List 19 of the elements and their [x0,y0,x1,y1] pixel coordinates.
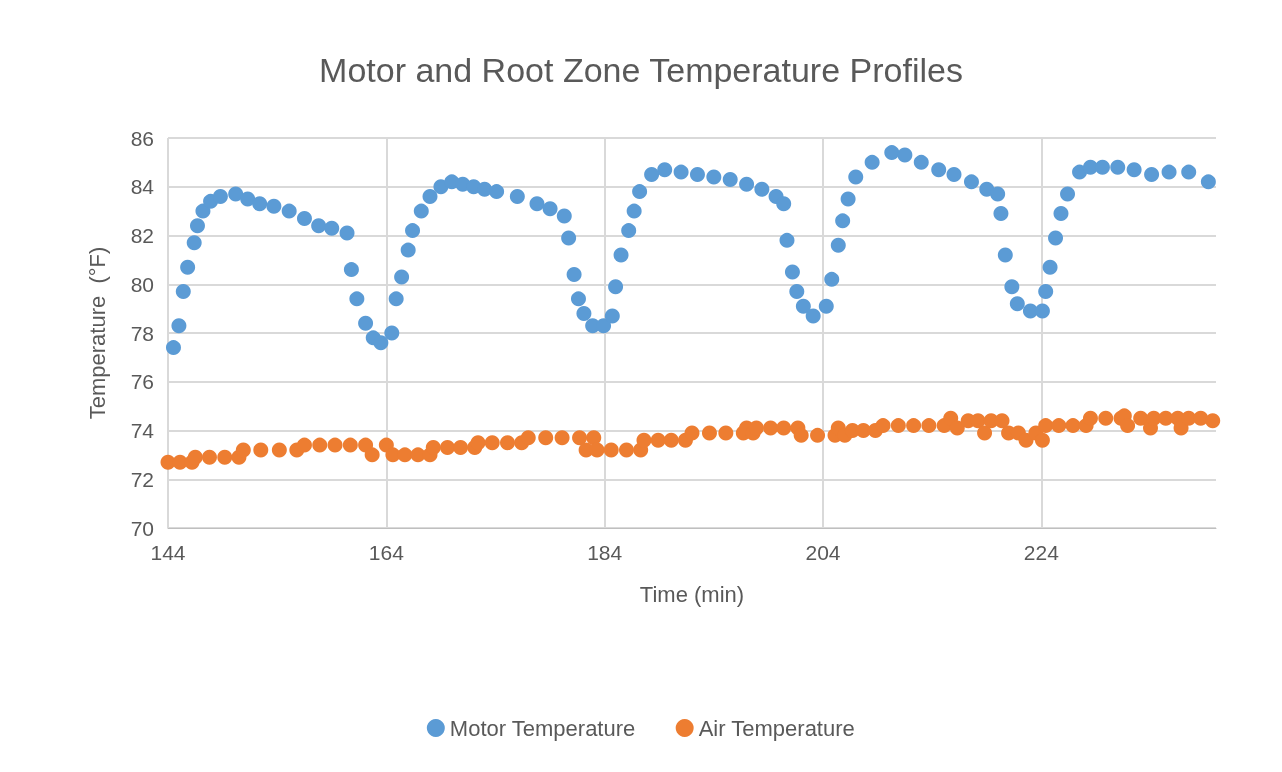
x-axis-title: Time (min) [639,581,745,607]
y-tick-label: 70 [130,516,154,540]
y-tick-label: 78 [130,321,154,345]
legend-label: Air Temperature [698,715,855,741]
y-tick-label: 82 [130,224,154,247]
y-tick-label: 84 [130,175,155,199]
x-tick-label: 144 [150,541,186,564]
x-tick-label: 224 [1023,541,1060,564]
chart-title: Motor and Root Zone Temperature Profiles [319,51,963,89]
x-tick-label: 164 [368,541,405,564]
y-tick-label: 86 [130,126,154,150]
legend-label: Motor Temperature [449,715,636,741]
y-tick-label: 80 [130,272,154,296]
y-axis-title: Temperature (°F) [84,246,110,420]
y-tick-label: 72 [130,467,154,491]
y-tick-label: 76 [130,370,154,394]
x-tick-label: 204 [805,541,841,564]
x-tick-label: 184 [587,541,623,564]
y-tick-label: 74 [130,419,155,442]
